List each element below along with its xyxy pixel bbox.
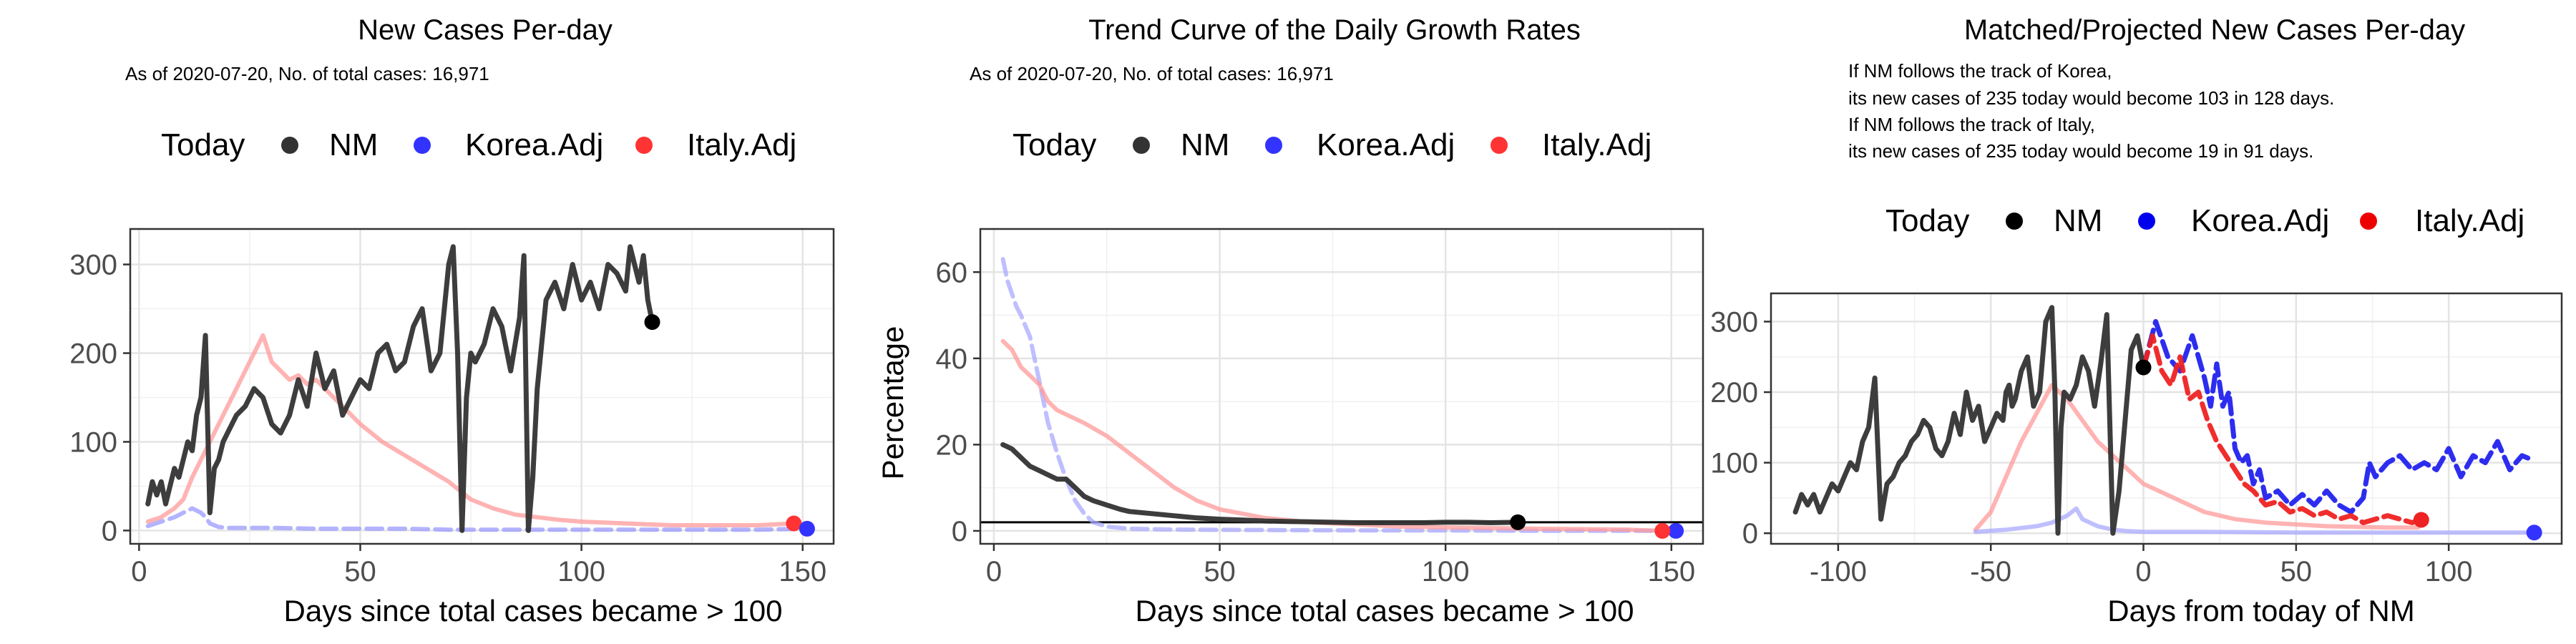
chart3-series-italy-adj — [2141, 333, 2424, 525]
chart2-series-korea-adj — [1000, 257, 1679, 533]
chart3-series-korea-adj-history — [1973, 506, 2537, 535]
chart1-panel-border — [129, 228, 835, 545]
chart2-legend-italy-marker — [1491, 137, 1508, 154]
chart2-ylabel: Percentage — [876, 326, 909, 480]
chart2-legend-korea: Korea.Adj — [1317, 127, 1455, 162]
chart3-legend-italy-marker — [2360, 213, 2377, 230]
chart3-subtitle-line2: its new cases of 235 today would become … — [1848, 87, 2334, 109]
chart2-today-nm — [1510, 514, 1526, 530]
chart3-today-korea-adj-history — [2526, 525, 2542, 541]
chart3-legend-title: Today — [1885, 203, 1969, 238]
chart2-legend-title: Today — [1013, 127, 1096, 162]
chart2-y-tick-label: 40 — [936, 343, 968, 375]
chart1-title: New Cases Per-day — [358, 14, 613, 46]
chart2-x-tick-label: 100 — [1422, 556, 1470, 587]
chart1-legend: Today NM Korea.Adj Italy.Adj — [161, 127, 796, 162]
chart3-legend-nm-marker — [2006, 213, 2023, 230]
chart3-title: Matched/Projected New Cases Per-day — [1964, 14, 2465, 46]
chart2-legend-nm: NM — [1181, 127, 1229, 162]
chart1-legend-korea-marker — [414, 137, 431, 154]
chart2-y-tick-label: 60 — [936, 257, 968, 288]
chart1-series-nm — [145, 244, 655, 533]
chart3-legend: Today NM Korea.Adj Italy.Adj — [1885, 203, 2524, 238]
chart3-today-nm — [2135, 359, 2152, 376]
chart2-series-italy-adj — [1000, 338, 1665, 533]
chart1-series-korea-adj — [145, 506, 809, 532]
chart2-legend-italy: Italy.Adj — [1542, 127, 1652, 162]
chart2-legend-korea-marker — [1265, 137, 1282, 154]
chart2-today-korea-adj — [1668, 522, 1684, 539]
chart1-x-tick-label: 150 — [779, 556, 826, 587]
chart3-y-tick-label: 100 — [1710, 448, 1758, 479]
chart3-legend-korea-marker — [2138, 213, 2155, 230]
chart1-legend-nm-marker — [281, 137, 298, 154]
chart3-today-italy-adj — [2413, 512, 2429, 528]
chart3-subtitle-line1: If NM follows the track of Korea, — [1848, 60, 2112, 82]
chart3-y-tick-label: 300 — [1710, 306, 1758, 338]
chart2-xlabel: Days since total cases became > 100 — [1136, 594, 1634, 628]
chart2-x-tick-label: 150 — [1647, 556, 1695, 587]
chart1-x-tick-label: 0 — [131, 556, 147, 587]
chart3-x-tick-label: -50 — [1970, 556, 2011, 587]
chart1-today-nm — [644, 314, 660, 331]
chart3-legend-nm: NM — [2054, 203, 2102, 238]
chart2-panel-border — [979, 228, 1704, 545]
chart1-x-tick-label: 100 — [557, 556, 605, 587]
chart1-legend-nm: NM — [329, 127, 378, 162]
chart1-panel-bg — [130, 229, 834, 544]
chart1-x-tick-label: 50 — [344, 556, 376, 587]
chart3-panel-border — [1770, 292, 2563, 545]
chart1-today-korea-adj — [799, 520, 815, 537]
chart2-x-tick-label: 0 — [986, 556, 1002, 587]
chart1-plot: 0 50 100 150 0 100 200 300 — [69, 228, 835, 587]
chart3-series-korea-adj — [2141, 318, 2537, 515]
chart2-x-tick-label: 50 — [1204, 556, 1236, 587]
chart2-legend-nm-marker — [1133, 137, 1150, 154]
chart1-xlabel: Days since total cases became > 100 — [284, 594, 783, 628]
chart3-series-nm — [1792, 305, 2146, 536]
chart3-x-tick-label: 100 — [2425, 556, 2473, 587]
chart3-x-tick-label: 0 — [2135, 556, 2151, 587]
chart3-legend-korea: Korea.Adj — [2191, 203, 2329, 238]
chart3-panel-bg — [1771, 293, 2562, 544]
chart1-today-italy-adj — [786, 515, 802, 532]
chart2-today-italy-adj — [1654, 522, 1671, 539]
chart3-legend-italy: Italy.Adj — [2415, 203, 2524, 238]
chart1-legend-korea: Korea.Adj — [465, 127, 603, 162]
chart1-legend-italy: Italy.Adj — [687, 127, 796, 162]
chart3-xlabel: Days from today of NM — [2107, 594, 2414, 628]
chart1-legend-italy-marker — [635, 137, 653, 154]
chart3-y-tick-label: 0 — [1742, 518, 1758, 550]
chart3-plot: -100 -50 0 50 100 0 100 200 300 — [1710, 292, 2563, 587]
chart3-subtitle-line4: its new cases of 235 today would become … — [1848, 140, 2313, 162]
chart2-legend: Today NM Korea.Adj Italy.Adj — [1013, 127, 1652, 162]
chart1-subtitle: As of 2020-07-20, No. of total cases: 16… — [125, 63, 489, 84]
chart2-title: Trend Curve of the Daily Growth Rates — [1088, 14, 1581, 46]
chart2-series-nm — [1000, 441, 1521, 525]
chart1-legend-title: Today — [161, 127, 245, 162]
chart2-subtitle: As of 2020-07-20, No. of total cases: 16… — [970, 63, 1334, 84]
chart1-y-tick-label: 0 — [102, 515, 117, 547]
chart2-panel-bg — [980, 229, 1703, 544]
chart3-x-tick-label: -100 — [1810, 556, 1867, 587]
chart1-y-tick-label: 300 — [69, 250, 117, 281]
chart2-y-tick-label: 0 — [952, 516, 967, 547]
chart1-y-tick-label: 200 — [69, 338, 117, 370]
chart2-y-tick-label: 20 — [936, 429, 968, 461]
chart2-plot: 0 50 100 150 0 20 40 60 — [936, 228, 1704, 587]
chart1-y-tick-label: 100 — [69, 426, 117, 458]
chart3-subtitle-line3: If NM follows the track of Italy, — [1848, 114, 2095, 135]
chart3-y-tick-label: 200 — [1710, 377, 1758, 409]
chart3-x-tick-label: 50 — [2280, 556, 2313, 587]
